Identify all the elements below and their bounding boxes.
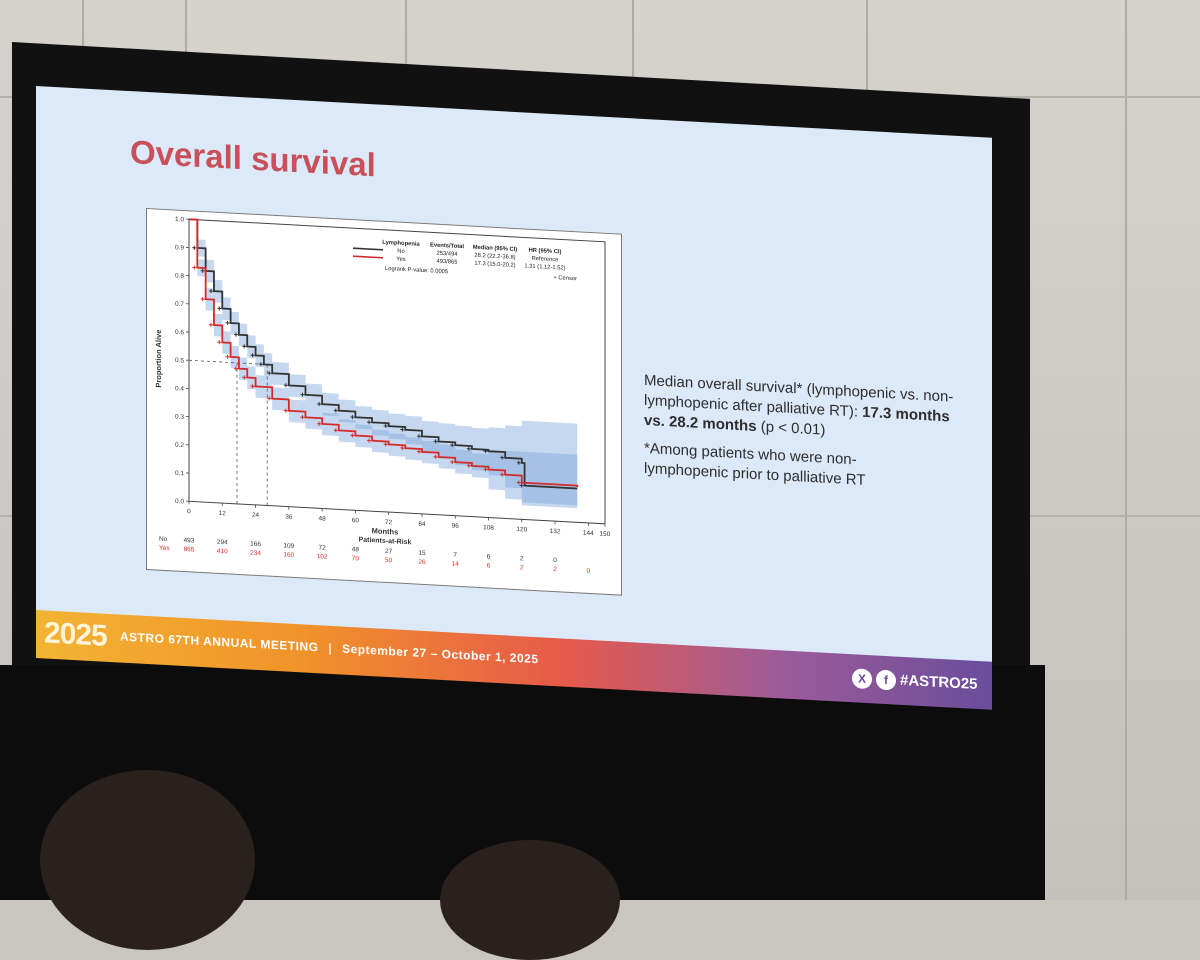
legend-cell: 1.31 (1.12-1.52) <box>524 263 565 271</box>
legend-cell: Reference <box>532 256 559 263</box>
audience-head <box>40 770 255 950</box>
median-ref-line <box>189 360 267 364</box>
x-icon: X <box>852 668 872 689</box>
risk-count: 166 <box>250 541 261 549</box>
x-tick-label: 84 <box>418 521 426 528</box>
risk-count: 2 <box>520 555 524 562</box>
risk-count: 6 <box>487 562 491 569</box>
risk-count: 493 <box>184 537 195 545</box>
risk-count: 7 <box>453 552 457 559</box>
meeting-dates: September 27 – October 1, 2025 <box>342 642 538 667</box>
x-tick-label: 144 <box>583 530 594 538</box>
legend-cell: Yes <box>396 257 406 264</box>
banner-text: ASTRO 67TH ANNUAL MEETING | September 27… <box>120 630 539 667</box>
censor-mark-yes <box>209 323 213 327</box>
risk-count: 50 <box>385 557 393 564</box>
astro-logo: 2025 <box>44 616 107 653</box>
x-tick-label: 0 <box>187 508 191 515</box>
y-tick-label: 0.8 <box>175 272 184 280</box>
censor-mark-no <box>192 246 196 250</box>
risk-count: 6 <box>487 553 491 560</box>
x-tick-label: 48 <box>319 515 327 522</box>
risk-count: 102 <box>317 553 328 561</box>
legend-swatch-yes <box>353 256 383 258</box>
x-tick-label: 36 <box>285 514 293 521</box>
legend-cell: 28.2 (22.2-36.8) <box>474 253 515 261</box>
meeting-name: ASTRO 67TH ANNUAL MEETING <box>120 630 319 655</box>
footnote-text: *Among patients who were non-lymphopenic… <box>644 439 934 495</box>
legend-header: Events/Total <box>430 242 464 250</box>
wall-seam <box>1125 0 1127 900</box>
risk-count: 294 <box>217 539 228 547</box>
legend-header: HR (95% CI) <box>529 248 562 256</box>
risk-count: 160 <box>283 551 294 559</box>
banner-separator: | <box>328 641 332 655</box>
risk-count: 14 <box>452 561 460 568</box>
x-tick-label: 96 <box>452 523 460 530</box>
risk-count: 2 <box>520 564 524 571</box>
risk-count: 2 <box>553 566 557 573</box>
legend-logrank: Logrank P-value: 0.0005 <box>385 266 448 275</box>
censor-mark-yes <box>201 297 205 301</box>
y-tick-label: 0.3 <box>175 413 184 421</box>
risk-count: 27 <box>385 548 393 555</box>
risk-count: 109 <box>283 542 294 550</box>
y-tick-label: 0.2 <box>175 442 184 450</box>
y-tick-label: 0.5 <box>175 357 184 365</box>
risk-count: 234 <box>250 550 261 558</box>
y-axis-label: Proportion Alive <box>154 329 163 388</box>
x-tick-label: 24 <box>252 512 260 519</box>
x-tick-label: 132 <box>550 528 561 536</box>
censor-mark-no <box>217 306 221 310</box>
y-tick-label: 0.9 <box>175 244 184 252</box>
censor-mark-yes <box>192 265 196 269</box>
median-text-pvalue: (p < 0.01) <box>757 418 826 439</box>
x-axis-label: Months <box>372 526 399 536</box>
risk-count: 0 <box>587 568 591 575</box>
legend-cell: 493/865 <box>437 259 458 266</box>
risk-count: 48 <box>352 546 360 553</box>
censor-mark-yes <box>217 340 221 344</box>
legend-header: Lymphopenia <box>382 240 420 248</box>
audience-head <box>440 840 620 960</box>
risk-row-label-no: No <box>159 536 168 543</box>
legend-header: Median (95% CI) <box>473 245 517 253</box>
y-tick-label: 1.0 <box>175 216 184 224</box>
risk-count: 15 <box>418 550 426 557</box>
x-tick-label: 72 <box>385 519 393 526</box>
legend-cell: 17.3 (15.0-20.2) <box>474 261 515 269</box>
y-tick-label: 0.4 <box>175 385 184 393</box>
legend-swatch-no <box>353 248 383 250</box>
risk-table-title: Patients-at-Risk <box>359 536 412 546</box>
facebook-icon: f <box>876 669 896 690</box>
hashtag: #ASTRO25 <box>900 672 978 693</box>
risk-count: 410 <box>217 548 228 556</box>
median-survival-text: Median overall survival* (lymphopenic vs… <box>644 371 964 448</box>
risk-count: 26 <box>418 559 426 566</box>
y-tick-label: 0.6 <box>175 329 184 337</box>
risk-count: 865 <box>184 546 195 554</box>
x-tick-label: 60 <box>352 517 360 524</box>
y-tick-label: 0.7 <box>175 301 184 309</box>
x-tick-label: 108 <box>483 524 494 532</box>
legend-cell: No <box>397 249 404 255</box>
risk-row-label-yes: Yes <box>159 545 170 553</box>
legend-cell: 253/494 <box>437 251 459 258</box>
x-tick-label: 120 <box>516 526 527 534</box>
censor-mark-no <box>226 321 230 325</box>
risk-count: 72 <box>319 544 327 551</box>
risk-count: 0 <box>553 557 557 564</box>
legend-censor: + Censor <box>553 275 577 282</box>
x-tick-label: 12 <box>219 510 227 517</box>
risk-count: 70 <box>352 555 360 562</box>
slide-title: Overall survival <box>130 133 376 184</box>
x-tick-label: 150 <box>600 531 611 539</box>
y-tick-label: 0.1 <box>175 470 184 478</box>
censor-mark-yes <box>226 355 230 359</box>
y-tick-label: 0.0 <box>175 498 184 506</box>
